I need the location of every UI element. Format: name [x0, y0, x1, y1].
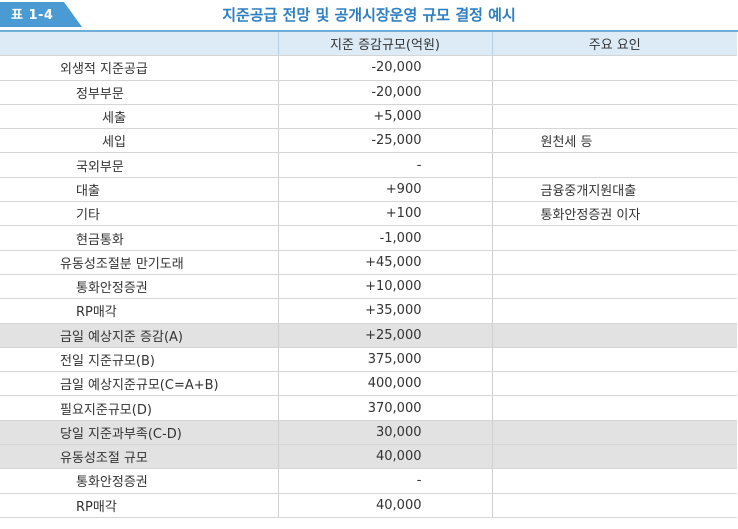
table-title-bar: 표 1-4 지준공급 전망 및 공개시장운영 규모 결정 예시	[0, 0, 738, 32]
table-row: 유동성조절 규모 40,000	[0, 444, 737, 470]
row-factor	[491, 468, 737, 494]
row-value: -	[277, 468, 492, 494]
row-factor	[491, 250, 737, 275]
row-factor	[491, 371, 737, 397]
row-label: RP매각	[0, 298, 278, 324]
row-value: 30,000	[277, 420, 492, 446]
row-label: 정부부문	[0, 80, 278, 105]
table-body: 외생적 지준공급 -20,000 정부부문 -20,000 세출 +5,000 세입 -25,…	[0, 55, 737, 518]
reserve-forecast-table: 지준 증감규모(억원) 주요 요인 외생적 지준공급 -20,000 정부부문 -20…	[0, 32, 737, 518]
table-row: 세입 -25,000 원천세 등	[0, 128, 737, 154]
column-header-item	[0, 32, 278, 57]
row-value: -20,000	[277, 80, 492, 105]
row-label: 유동성조절 규모	[0, 444, 278, 470]
table-row: 필요지준규모(D) 370,000	[0, 395, 737, 421]
row-factor	[491, 347, 737, 373]
row-label: 유동성조절분 만기도래	[0, 250, 278, 275]
table-row: 외생적 지준공급 -20,000	[0, 55, 737, 81]
row-factor	[491, 493, 737, 518]
table-header-row: 지준 증감규모(억원) 주요 요인	[0, 32, 737, 57]
table-title: 지준공급 전망 및 공개시장운영 규모 결정 예시	[222, 6, 516, 24]
row-label: 세입	[0, 128, 278, 154]
table-row: 정부부문 -20,000	[0, 80, 737, 105]
row-label: 현금통화	[0, 225, 278, 251]
row-factor: 통화안정증권 이자	[491, 201, 737, 227]
row-label: 당일 지준과부족(C-D)	[0, 420, 278, 446]
table-row: 금일 예상지준규모(C=A+B) 400,000	[0, 371, 737, 397]
row-factor	[491, 80, 737, 105]
row-value: -25,000	[277, 128, 492, 154]
row-value: -1,000	[277, 225, 492, 251]
row-value: -20,000	[277, 55, 492, 81]
row-value: +45,000	[277, 250, 492, 275]
row-value: +25,000	[277, 323, 492, 348]
row-label: 기타	[0, 201, 278, 227]
table-row: 통화안정증권 -	[0, 468, 737, 494]
row-value: +5,000	[277, 104, 492, 130]
row-label: 필요지준규모(D)	[0, 395, 278, 421]
table-row: 통화안정증권 +10,000	[0, 274, 737, 300]
row-value: +35,000	[277, 298, 492, 324]
column-header-change: 지준 증감규모(억원)	[277, 32, 492, 57]
table-row: 전일 지준규모(B) 375,000	[0, 347, 737, 373]
row-value: 375,000	[277, 347, 492, 373]
row-value: +100	[277, 201, 492, 227]
row-value: 40,000	[277, 444, 492, 470]
row-value: 40,000	[277, 493, 492, 518]
row-factor	[491, 323, 737, 348]
row-label: 금일 예상지준 증감(A)	[0, 323, 278, 348]
table-row: 대출 +900 금융중개지원대출	[0, 177, 737, 203]
table-row: 세출 +5,000	[0, 104, 737, 130]
column-header-factor: 주요 요인	[491, 32, 737, 57]
table-row: 유동성조절분 만기도래 +45,000	[0, 250, 737, 275]
row-value: 370,000	[277, 395, 492, 421]
table-row: 현금통화 -1,000	[0, 225, 737, 251]
row-factor	[491, 420, 737, 446]
row-label: RP매각	[0, 493, 278, 518]
row-value: +10,000	[277, 274, 492, 300]
row-label: 전일 지준규모(B)	[0, 347, 278, 373]
table-row: RP매각 40,000	[0, 493, 737, 518]
row-factor	[491, 395, 737, 421]
table-number-label: 표 1-4	[11, 8, 54, 23]
row-factor: 금융중개지원대출	[491, 177, 737, 203]
table-row: 당일 지준과부족(C-D) 30,000	[0, 420, 737, 446]
row-factor: 원천세 등	[491, 128, 737, 154]
row-label: 통화안정증권	[0, 468, 278, 494]
table-row: 기타 +100 통화안정증권 이자	[0, 201, 737, 227]
row-label: 세출	[0, 104, 278, 130]
table-row: 국외부문 -	[0, 152, 737, 178]
row-label: 통화안정증권	[0, 274, 278, 300]
row-factor	[491, 104, 737, 130]
table-row: RP매각 +35,000	[0, 298, 737, 324]
row-factor	[491, 55, 737, 81]
row-factor	[491, 274, 737, 300]
row-factor	[491, 298, 737, 324]
row-value: -	[277, 152, 492, 178]
table-row: 금일 예상지준 증감(A) +25,000	[0, 323, 737, 348]
row-factor	[491, 152, 737, 178]
row-label: 금일 예상지준규모(C=A+B)	[0, 371, 278, 397]
row-value: +900	[277, 177, 492, 203]
row-label: 대출	[0, 177, 278, 203]
row-factor	[491, 225, 737, 251]
row-label: 국외부문	[0, 152, 278, 178]
row-label: 외생적 지준공급	[0, 55, 278, 81]
row-value: 400,000	[277, 371, 492, 397]
row-factor	[491, 444, 737, 470]
